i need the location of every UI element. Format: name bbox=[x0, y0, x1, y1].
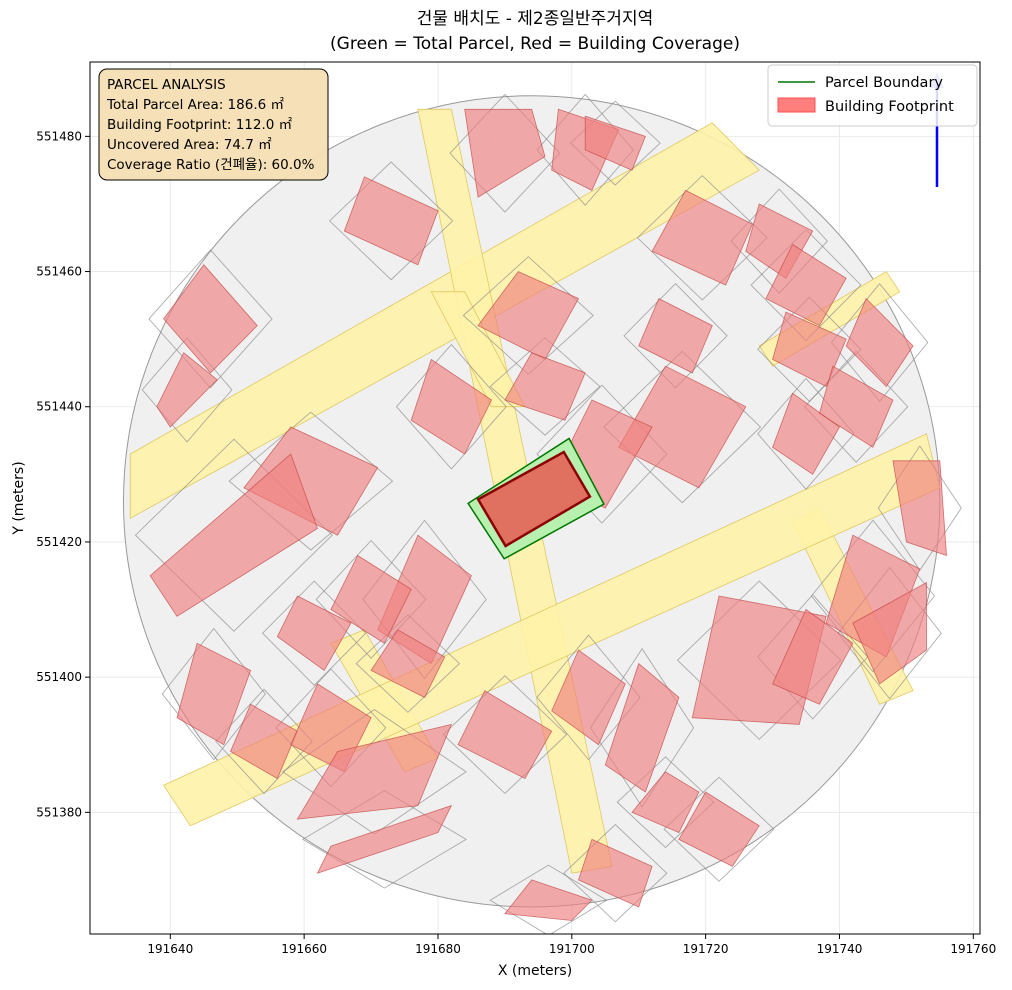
building-footprint bbox=[584, 115, 646, 171]
building-footprint bbox=[504, 879, 593, 921]
target-parcel bbox=[467, 437, 605, 560]
parcel-analysis-box: PARCEL ANALYSIS Total Parcel Area: 186.6… bbox=[98, 68, 329, 181]
building-footprint bbox=[410, 358, 493, 455]
building-footprint bbox=[276, 595, 352, 671]
info-uncovered-area: Uncovered Area: 74.7 ㎡ bbox=[107, 137, 272, 153]
x-tick-label: 191680 bbox=[415, 942, 461, 956]
building-footprint bbox=[149, 453, 318, 617]
y-axis-ticks: 551380 551400 551420 551440 551460 551480 bbox=[36, 129, 90, 819]
building-footprint bbox=[316, 804, 453, 874]
building-footprint bbox=[892, 460, 947, 557]
building-footprint bbox=[343, 176, 439, 266]
building-footprint bbox=[464, 108, 546, 198]
lot-boundary bbox=[830, 282, 929, 403]
building-footprint bbox=[176, 642, 252, 746]
x-tick-label: 191760 bbox=[950, 942, 996, 956]
building-footprint bbox=[651, 189, 754, 286]
building-footprint bbox=[852, 581, 927, 685]
info-total-area: Total Parcel Area: 186.6 ㎡ bbox=[106, 97, 284, 113]
building-footprint bbox=[772, 608, 854, 705]
building-footprint bbox=[772, 311, 847, 388]
legend-building-label: Building Footprint bbox=[825, 99, 954, 115]
lot-boundary bbox=[663, 776, 775, 882]
y-tick-label: 551460 bbox=[36, 265, 82, 279]
building-footprint bbox=[631, 771, 700, 834]
y-tick-label: 551420 bbox=[36, 535, 82, 549]
building-footprint bbox=[163, 264, 258, 374]
x-tick-label: 191640 bbox=[147, 942, 193, 956]
lot-boundary bbox=[462, 256, 594, 375]
info-box-background bbox=[98, 68, 329, 181]
building-footprint bbox=[772, 392, 841, 475]
building-footprint bbox=[229, 703, 298, 780]
y-axis-label: Y (meters) bbox=[11, 461, 27, 535]
building-footprint bbox=[765, 243, 847, 327]
building-footprint bbox=[551, 649, 626, 746]
plot-frame bbox=[89, 61, 981, 935]
y-tick-label: 551380 bbox=[36, 805, 82, 819]
target-building-footprint bbox=[476, 450, 592, 548]
building-footprint bbox=[330, 554, 412, 644]
x-axis-label: X (meters) bbox=[498, 963, 572, 979]
chart-title-line1: 건물 배치도 - 제2종일반주거지역 bbox=[417, 9, 653, 29]
x-axis-ticks: 191640 191660 191680 191700 191720 191740 1917… bbox=[147, 934, 996, 956]
building-footprint bbox=[243, 426, 379, 536]
legend-parcel-label: Parcel Boundary bbox=[825, 75, 943, 91]
building-footprint bbox=[845, 297, 914, 388]
y-tick-label: 551400 bbox=[36, 670, 82, 684]
building-footprint bbox=[678, 791, 760, 867]
x-tick-label: 191720 bbox=[683, 942, 729, 956]
building-footprint bbox=[504, 352, 586, 421]
info-coverage-ratio: Coverage Ratio (건폐율): 60.0% bbox=[107, 157, 315, 173]
lot-boundary bbox=[489, 337, 601, 436]
building-footprint bbox=[370, 629, 446, 698]
building-footprint bbox=[818, 365, 894, 448]
lot-boundary bbox=[589, 647, 695, 808]
legend-building-swatch bbox=[777, 97, 816, 113]
building-footprint bbox=[296, 723, 453, 820]
y-tick-label: 551480 bbox=[36, 129, 82, 143]
info-building-footprint: Building Footprint: 112.0 ㎡ bbox=[107, 117, 293, 133]
x-tick-label: 191660 bbox=[281, 942, 327, 956]
info-box-title: PARCEL ANALYSIS bbox=[107, 77, 226, 93]
road bbox=[129, 122, 760, 519]
building-footprint bbox=[156, 352, 218, 428]
lot-boundary bbox=[603, 350, 762, 504]
building-footprint bbox=[578, 838, 653, 908]
x-tick-label: 191700 bbox=[549, 942, 595, 956]
legend-frame bbox=[767, 64, 978, 127]
lot-boundary bbox=[489, 864, 608, 934]
chart-title-line2: (Green = Total Parcel, Red = Building Co… bbox=[330, 34, 740, 54]
building-footprint bbox=[604, 662, 680, 793]
lot-boundary bbox=[275, 668, 387, 788]
legend: Parcel Boundary Building Footprint bbox=[767, 64, 978, 127]
x-tick-label: 191740 bbox=[817, 942, 863, 956]
y-tick-label: 551440 bbox=[36, 400, 82, 414]
building-footprint bbox=[638, 298, 713, 374]
buildings bbox=[149, 108, 947, 921]
building-footprint bbox=[457, 690, 553, 780]
